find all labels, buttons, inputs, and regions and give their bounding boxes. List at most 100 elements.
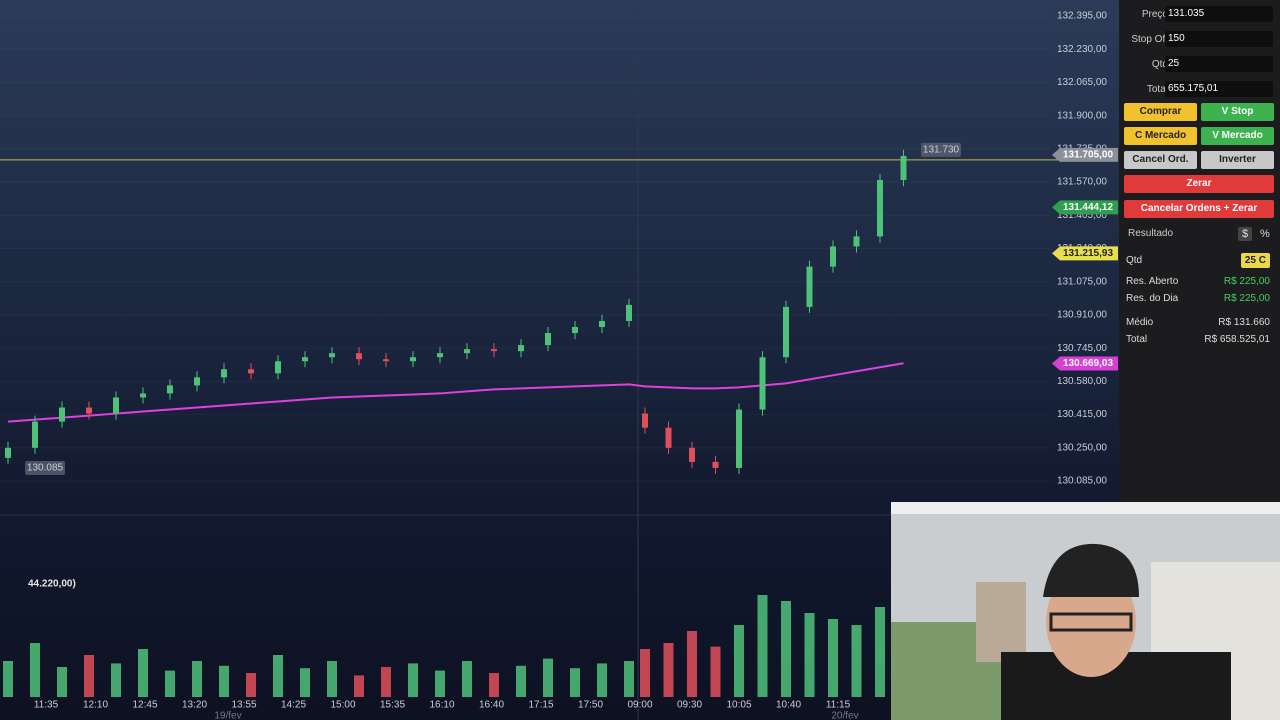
y-tick-label: 131.075,00 xyxy=(1057,276,1107,287)
candle-body xyxy=(599,320,605,328)
volume-bar xyxy=(84,655,94,697)
candle-body xyxy=(140,393,146,398)
volume-bar xyxy=(435,670,445,697)
x-tick-label: 17:50 xyxy=(578,700,603,711)
volume-bar xyxy=(138,649,148,697)
input[interactable]: 25 xyxy=(1165,56,1273,72)
field-row: Preço 131.035 xyxy=(1119,4,1280,24)
input[interactable]: 131.035 xyxy=(1165,6,1273,22)
y-tick-label: 130.910,00 xyxy=(1057,310,1107,321)
result-value: R$ 225,00 xyxy=(1223,293,1270,304)
result-value: R$ 225,00 xyxy=(1223,276,1270,287)
price-tag-label: 131.705,00 xyxy=(1063,150,1113,161)
y-tick-label: 132.395,00 xyxy=(1057,11,1107,22)
candle-body xyxy=(464,349,470,354)
candle-body xyxy=(759,357,766,410)
unit-button[interactable]: $ xyxy=(1238,227,1253,241)
volume-bar xyxy=(804,613,815,697)
volume-bar xyxy=(734,625,744,697)
candle-body xyxy=(712,461,719,468)
candle-body xyxy=(113,397,119,414)
price-tag-label: 131.444,12 xyxy=(1063,202,1113,213)
qtd-label: Qtd xyxy=(1126,255,1143,266)
x-tick-label: 10:40 xyxy=(776,700,801,711)
candle-body xyxy=(329,353,335,358)
y-tick-label: 131.900,00 xyxy=(1057,110,1107,121)
volume-bar xyxy=(687,631,697,697)
price-tag xyxy=(1052,147,1118,162)
moving-average xyxy=(7,362,904,423)
x-tick-label: 13:20 xyxy=(182,700,207,711)
candle-body xyxy=(689,447,695,462)
field-row: Qtd 25 xyxy=(1119,54,1280,74)
order-button[interactable]: V Stop xyxy=(1201,103,1274,121)
candle-body xyxy=(900,155,907,181)
candle-body xyxy=(853,236,860,247)
volume-bar xyxy=(165,670,175,697)
x-tick-label: 15:00 xyxy=(330,700,355,711)
candle-body xyxy=(830,246,836,267)
chart-tag-label: 130.085 xyxy=(27,463,64,474)
field-row: Total 655.175,01 xyxy=(1119,79,1280,99)
candle-body xyxy=(783,306,789,358)
candle-body xyxy=(626,304,632,321)
input[interactable]: 150 xyxy=(1165,31,1273,47)
volume-bar xyxy=(875,607,885,697)
x-tick-label: 16:10 xyxy=(429,700,454,711)
candle-body xyxy=(356,353,362,360)
qtd-value: 25 C xyxy=(1240,253,1270,268)
candle-body xyxy=(86,407,92,414)
price-tag xyxy=(1052,356,1118,371)
x-tick-label: 09:30 xyxy=(677,700,702,711)
volume-bar xyxy=(246,673,256,697)
input[interactable]: 655.175,01 xyxy=(1165,81,1273,97)
volume-bar xyxy=(851,625,862,697)
date-label: 20/fev xyxy=(831,711,858,720)
x-tick-label: 16:40 xyxy=(479,700,504,711)
x-tick-label: 17:15 xyxy=(528,700,553,711)
x-tick-label: 10:05 xyxy=(726,700,751,711)
y-tick-label: 132.230,00 xyxy=(1057,44,1107,55)
volume-bar xyxy=(597,663,607,697)
field-label: Preço xyxy=(1141,9,1168,20)
price-tag-label: 131.215,93 xyxy=(1063,248,1113,259)
volume-bar xyxy=(219,665,229,697)
volume-bar xyxy=(543,658,553,697)
order-button[interactable]: Cancelar Ordens + Zerar xyxy=(1124,199,1274,218)
order-button[interactable]: Zerar xyxy=(1124,175,1274,193)
order-button[interactable]: V Mercado xyxy=(1201,127,1274,145)
volume-bar xyxy=(710,646,721,697)
candle-body xyxy=(545,333,551,346)
candle-body xyxy=(806,266,813,307)
candle-body xyxy=(736,409,742,468)
candle-body xyxy=(5,447,11,458)
candle-body xyxy=(59,407,65,422)
candle-body xyxy=(437,353,443,358)
candle-body xyxy=(302,357,308,362)
volume-bar xyxy=(57,667,67,697)
order-button[interactable]: Inverter xyxy=(1201,151,1274,169)
volume-bar xyxy=(354,675,364,697)
x-tick-label: 12:10 xyxy=(83,700,108,711)
volume-bar xyxy=(111,663,121,697)
candle-body xyxy=(248,369,254,374)
order-button[interactable]: Cancel Ord. xyxy=(1124,151,1197,169)
y-tick-label: 130.085,00 xyxy=(1057,476,1107,487)
y-tick-label: 130.745,00 xyxy=(1057,343,1107,354)
y-tick-label: 130.250,00 xyxy=(1057,442,1107,453)
order-button[interactable]: C Mercado xyxy=(1124,127,1197,145)
volume-bar xyxy=(381,667,391,697)
order-button[interactable]: Comprar xyxy=(1124,103,1197,121)
unit-button[interactable]: % xyxy=(1260,228,1270,240)
y-tick-label: 131.570,00 xyxy=(1057,177,1107,188)
price-tag-label: 130.669,03 xyxy=(1063,358,1113,369)
volume-bar xyxy=(462,661,472,697)
price-tag xyxy=(1052,246,1118,261)
candle-body xyxy=(518,345,524,352)
candle-body xyxy=(383,359,389,362)
volume-bar xyxy=(408,663,418,697)
x-tick-label: 09:00 xyxy=(627,700,652,711)
volume-bar xyxy=(640,649,650,697)
result-label: Res. do Dia xyxy=(1126,293,1179,304)
